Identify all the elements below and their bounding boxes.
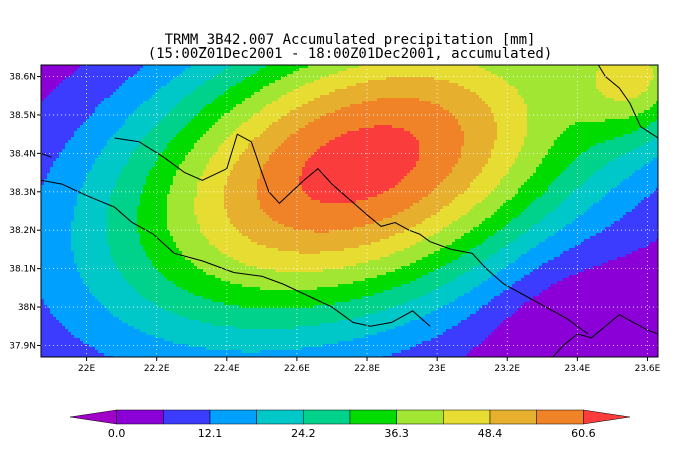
- colorbar-label: 24.2: [291, 427, 316, 440]
- x-tick-label: 22.2E: [144, 364, 170, 374]
- coastline: [41, 65, 658, 357]
- coastline-segment: [552, 314, 658, 357]
- coastline-segment: [41, 152, 52, 158]
- colorbar-label: 0.0: [108, 427, 126, 440]
- x-tick-label: 23.4E: [565, 364, 591, 374]
- coastline-segment: [485, 268, 589, 335]
- y-tick-label: 38.1N: [9, 265, 36, 275]
- x-tick-label: 23E: [429, 364, 446, 374]
- colorbar-bin: [69, 409, 117, 425]
- colorbar-bin: [583, 409, 631, 425]
- y-tick-label: 38.4N: [9, 149, 36, 159]
- colorbar-bin: [256, 409, 304, 425]
- x-axis: 22E 22.2E 22.4E 22.6E 22.8E 23E 23.2E 23.4E 23.6…: [78, 357, 661, 374]
- colorbar: 0.0 12.1 24.2 36.3 48.4 60.6: [69, 409, 631, 440]
- x-tick-label: 22.8E: [354, 364, 380, 374]
- coastline-segment: [597, 65, 658, 139]
- x-tick-label: 22.6E: [284, 364, 310, 374]
- colorbar-bin: [536, 409, 584, 425]
- colorbar-bin: [396, 409, 444, 425]
- colorbar-bin: [163, 409, 211, 425]
- colorbar-label: 12.1: [198, 427, 223, 440]
- map-title: TRMM_3B42.007 Accumulated precipitation …: [0, 33, 700, 61]
- title-line-2: (15:00Z01Dec2001 - 18:00Z01Dec2001, accu…: [0, 47, 700, 61]
- colorbar-label: 36.3: [384, 427, 409, 440]
- plot-frame: [40, 64, 659, 358]
- y-tick-label: 38.6N: [9, 73, 36, 83]
- y-axis: 38.6N 38.5N 38.4N 38.3N 38.2N 38.1N 38N 37.9N: [9, 73, 41, 351]
- coastline-segment: [114, 133, 487, 269]
- title-line-1: TRMM_3B42.007 Accumulated precipitation …: [0, 33, 700, 47]
- colorbar-bin: [349, 409, 397, 425]
- y-tick-label: 38.5N: [9, 111, 36, 121]
- colorbar-label: 48.4: [478, 427, 503, 440]
- colorbar-label: 60.6: [571, 427, 596, 440]
- y-tick-label: 38.3N: [9, 188, 36, 198]
- y-tick-label: 38.2N: [9, 226, 36, 236]
- colorbar-bin: [489, 409, 537, 425]
- colorbar-bin: [303, 409, 351, 425]
- colorbar-bin: [209, 409, 257, 425]
- coastline-segment: [41, 179, 431, 327]
- y-tick-label: 38N: [18, 303, 36, 313]
- x-tick-label: 22E: [78, 364, 95, 374]
- y-tick-label: 37.9N: [9, 341, 36, 351]
- colorbar-bin: [443, 409, 491, 425]
- x-tick-label: 23.2E: [494, 364, 520, 374]
- gridlines: [41, 65, 658, 357]
- x-tick-label: 23.6E: [635, 364, 661, 374]
- colorbar-bin: [116, 409, 164, 425]
- precipitation-field: [41, 65, 658, 357]
- x-tick-label: 22.4E: [214, 364, 240, 374]
